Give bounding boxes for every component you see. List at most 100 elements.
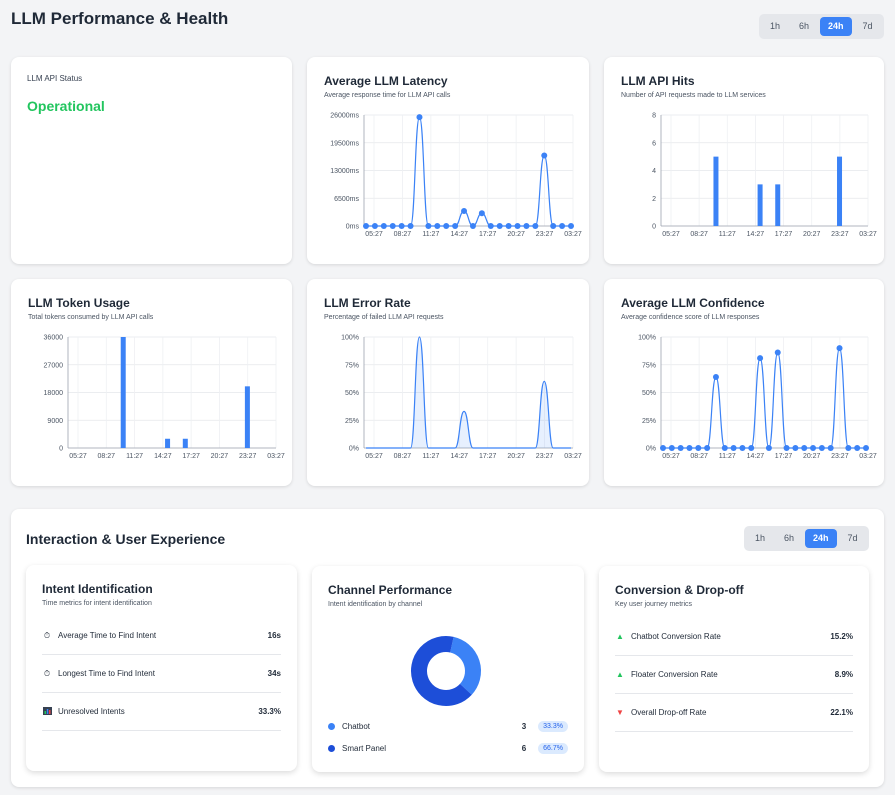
confidence-chart-card: Average LLM Confidence Average confidenc…	[604, 279, 884, 486]
x-tick-label: 14:27	[451, 453, 469, 460]
data-point	[469, 223, 476, 229]
stopwatch-icon: ⏱	[43, 630, 51, 640]
metric-row: ▲ Floater Conversion Rate 8.9%	[615, 656, 853, 694]
api-status-label: LLM API Status	[27, 74, 83, 83]
metric-label: Unresolved Intents	[58, 707, 125, 716]
data-point	[398, 223, 405, 229]
x-tick-label: 20:27	[211, 453, 229, 460]
legend-label: Smart Panel	[342, 743, 387, 753]
bar	[837, 156, 843, 226]
hits-chart-subtitle: Number of API requests made to LLM servi…	[621, 92, 766, 99]
x-tick-label: 11:27	[422, 231, 439, 238]
data-point	[505, 223, 512, 229]
triangle-down-icon: ▼	[616, 708, 624, 717]
x-tick-label: 14:27	[747, 453, 765, 460]
y-tick-label: 0	[59, 446, 63, 453]
tab-24h[interactable]: 24h	[820, 17, 852, 36]
data-point	[550, 223, 557, 229]
time-range-tabs: 1h 6h 24h 7d	[759, 14, 884, 39]
x-tick-label: 03:27	[564, 453, 582, 460]
data-point	[739, 445, 746, 451]
metric-value: 34s	[267, 669, 281, 678]
y-tick-label: 27000	[44, 362, 64, 369]
x-tick-label: 08:27	[394, 231, 412, 238]
api-status-value: Operational	[27, 98, 105, 114]
x-tick-label: 08:27	[690, 453, 708, 460]
x-tick-label: 05:27	[365, 453, 383, 460]
x-tick-label: 17:27	[775, 231, 793, 238]
data-point	[792, 445, 799, 451]
metric-label: Longest Time to Find Intent	[58, 669, 155, 678]
tab-7d[interactable]: 7d	[862, 21, 873, 31]
data-point	[541, 152, 548, 159]
data-point	[416, 114, 423, 121]
y-tick-label: 0%	[349, 446, 359, 453]
tab-6h[interactable]: 6h	[784, 533, 795, 543]
tab-1h[interactable]: 1h	[755, 533, 766, 543]
tokens-chart-subtitle: Total tokens consumed by LLM API calls	[28, 314, 154, 321]
legend-dot	[328, 722, 335, 730]
latency-chart-subtitle: Average response time for LLM API calls	[324, 92, 451, 99]
tab-1h[interactable]: 1h	[770, 21, 781, 31]
data-point	[371, 223, 378, 229]
data-point	[845, 445, 852, 451]
donut-slice	[449, 636, 481, 695]
y-tick-label: 6	[652, 140, 656, 147]
interaction-section-title: Interaction & User Experience	[26, 531, 226, 547]
data-point	[461, 208, 468, 215]
data-point	[783, 445, 790, 451]
y-tick-label: 18000	[44, 390, 64, 397]
data-point	[443, 223, 450, 229]
bar-chart-icon	[42, 706, 52, 717]
x-tick-label: 14:27	[747, 231, 765, 238]
metric-value: 22.1%	[830, 708, 853, 717]
y-tick-label: 8	[652, 113, 656, 120]
metric-row: ⏱ Longest Time to Find Intent 34s	[42, 655, 281, 693]
x-tick-label: 03:27	[564, 231, 582, 238]
data-point	[765, 445, 772, 451]
data-point	[801, 445, 808, 451]
metric-value: 16s	[267, 631, 281, 640]
interaction-section: Interaction & User Experience 1h 6h 24h …	[11, 509, 884, 787]
x-tick-label: 23:27	[239, 453, 257, 460]
x-tick-label: 20:27	[803, 453, 821, 460]
legend-percent-badge: 33.3%	[538, 720, 568, 732]
y-tick-label: 19500ms	[330, 140, 359, 147]
conversion-dropoff-card: Conversion & Drop-off Key user journey m…	[599, 566, 869, 772]
x-tick-label: 08:27	[394, 453, 412, 460]
x-tick-label: 17:27	[775, 453, 793, 460]
y-tick-label: 25%	[345, 418, 359, 425]
metric-label: Floater Conversion Rate	[631, 670, 718, 679]
tab-7d[interactable]: 7d	[847, 533, 858, 543]
bar	[120, 337, 126, 448]
data-point	[854, 445, 861, 451]
y-tick-label: 75%	[642, 362, 656, 369]
x-tick-label: 08:27	[690, 231, 708, 238]
tab-24h[interactable]: 24h	[805, 529, 837, 548]
metric-row: ▲ Chatbot Conversion Rate 15.2%	[615, 618, 853, 656]
tab-6h[interactable]: 6h	[799, 21, 810, 31]
data-point	[757, 355, 764, 362]
area-fill	[366, 337, 571, 448]
metric-value: 15.2%	[830, 632, 853, 641]
data-point	[425, 223, 432, 229]
y-tick-label: 50%	[345, 390, 359, 397]
confidence-chart-title: Average LLM Confidence	[621, 296, 765, 310]
x-tick-label: 05:27	[69, 453, 87, 460]
bar	[775, 184, 781, 226]
metric-row: Unresolved Intents 33.3%	[42, 693, 281, 731]
metric-label: Overall Drop-off Rate	[631, 708, 707, 717]
metric-row: ⏱ Average Time to Find Intent 16s	[42, 617, 281, 655]
y-tick-label: 100%	[638, 335, 656, 342]
x-tick-label: 03:27	[859, 453, 877, 460]
legend-item-chatbot: Chatbot 3 33.3%	[328, 715, 568, 737]
y-tick-label: 9000	[47, 418, 63, 425]
x-tick-label: 05:27	[662, 453, 680, 460]
data-point	[677, 445, 684, 451]
data-point	[748, 445, 755, 451]
tokens-chart-title: LLM Token Usage	[28, 296, 130, 310]
data-point	[818, 445, 825, 451]
intent-identification-card: Intent Identification Time metrics for i…	[26, 565, 297, 771]
bar	[757, 184, 763, 226]
data-point	[863, 445, 869, 451]
